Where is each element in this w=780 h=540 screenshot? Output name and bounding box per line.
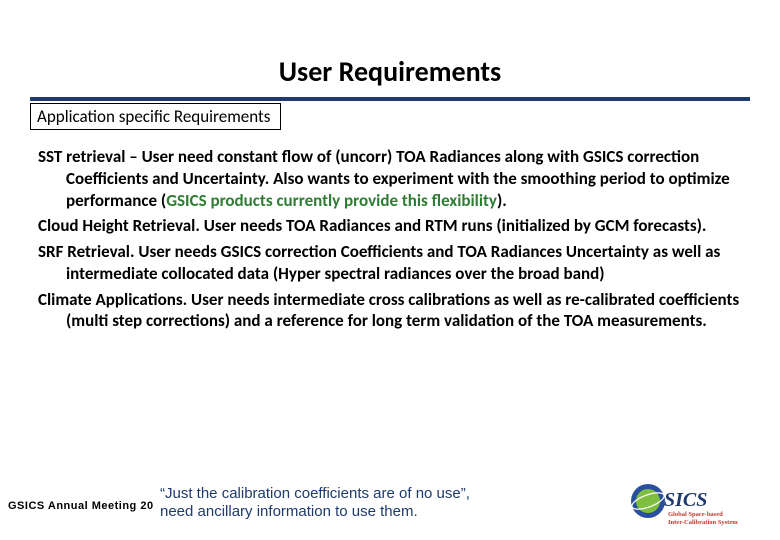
para-climate: Climate Applications. User needs interme… bbox=[38, 289, 742, 333]
para-body-a: User needs GSICS correction Coefficients… bbox=[66, 241, 720, 284]
svg-text:Global Space-based: Global Space-based bbox=[668, 511, 723, 518]
quote-line1: “Just the calibration coefficients are o… bbox=[160, 485, 620, 504]
para-green: GSICS products currently provide this fl… bbox=[166, 190, 497, 211]
content: SST retrieval – User need constant flow … bbox=[38, 146, 742, 332]
title-underline bbox=[30, 97, 750, 101]
para-lead: SST retrieval – bbox=[38, 146, 142, 167]
subhead-wrap: Application specific Requirements bbox=[30, 105, 750, 130]
para-lead: Cloud Height Retrieval. bbox=[38, 215, 204, 236]
para-lead: SRF Retrieval. bbox=[38, 241, 138, 262]
quote-line2: need ancillary information to use them. bbox=[160, 503, 620, 522]
title-block: User Requirements bbox=[0, 0, 780, 89]
subhead: Application specific Requirements bbox=[30, 103, 281, 130]
svg-text:Inter-Calibration System: Inter-Calibration System bbox=[668, 519, 738, 526]
quote-block: “Just the calibration coefficients are o… bbox=[160, 485, 620, 523]
page-title: User Requirements bbox=[0, 54, 780, 89]
gsics-logo: SICS Global Space-based Inter-Calibratio… bbox=[628, 476, 768, 526]
para-srf: SRF Retrieval. User needs GSICS correcti… bbox=[38, 241, 742, 285]
para-cloud: Cloud Height Retrieval. User needs TOA R… bbox=[38, 215, 742, 237]
para-body-b: ). bbox=[497, 190, 507, 211]
para-sst: SST retrieval – User need constant flow … bbox=[38, 146, 742, 211]
para-body-a: User needs TOA Radiances and RTM runs (i… bbox=[204, 215, 707, 236]
footer-meeting: GSICS Annual Meeting 20 bbox=[8, 500, 154, 512]
svg-text:SICS: SICS bbox=[664, 489, 707, 511]
para-lead: Climate Applications. bbox=[38, 289, 191, 310]
